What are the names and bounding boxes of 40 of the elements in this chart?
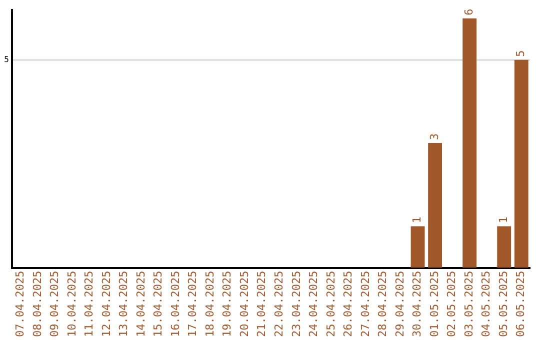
x-tick-label: 08.04.2025 <box>30 270 44 338</box>
x-tick-label: 20.04.2025 <box>238 270 251 338</box>
bar <box>462 18 477 268</box>
x-tick-label: 23.04.2025 <box>290 270 303 338</box>
x-tick-label: 22.04.2025 <box>272 270 286 338</box>
x-tick-label: 09.04.2025 <box>48 270 62 338</box>
x-tick-label: 28.04.2025 <box>376 270 390 338</box>
x-tick-label: 30.04.2025 <box>410 270 424 338</box>
x-tick-label: 24.04.2025 <box>307 270 320 338</box>
x-tick-label: 07.04.2025 <box>13 270 26 338</box>
data-label: 1 <box>496 216 510 224</box>
x-tick-label: 10.04.2025 <box>65 270 78 338</box>
bar <box>514 60 528 268</box>
x-tick-label: 01.05.2025 <box>428 270 441 338</box>
bar <box>428 143 442 268</box>
x-tick-label: 16.04.2025 <box>168 270 182 338</box>
x-tick-label: 02.05.2025 <box>445 270 458 338</box>
x-tick-label: 27.04.2025 <box>358 270 372 338</box>
x-tick-label: 19.04.2025 <box>220 270 234 338</box>
bar <box>410 226 425 268</box>
x-tick-label: 26.04.2025 <box>342 270 355 338</box>
x-tick-label: 06.05.2025 <box>514 270 528 338</box>
x-tick-label: 13.04.2025 <box>117 270 130 338</box>
x-tick-label: 03.05.2025 <box>462 270 476 338</box>
x-tick-label: 05.05.2025 <box>496 270 510 338</box>
x-tick-label: 18.04.2025 <box>203 270 216 338</box>
bar <box>497 226 512 268</box>
x-tick-label: 11.04.2025 <box>82 270 96 338</box>
data-label: 6 <box>462 8 476 16</box>
data-label: 5 <box>514 50 528 57</box>
x-tick-label: 14.04.2025 <box>134 270 148 338</box>
x-tick-label: 12.04.2025 <box>100 270 113 338</box>
data-label: 1 <box>410 216 424 224</box>
x-tick-label: 04.05.2025 <box>480 270 493 338</box>
data-label: 3 <box>428 133 441 140</box>
x-tick-label: 21.04.2025 <box>255 270 268 338</box>
x-tick-label: 29.04.2025 <box>393 270 406 338</box>
x-tick-label: 15.04.2025 <box>152 270 165 338</box>
x-tick-label: 17.04.2025 <box>186 270 200 338</box>
x-tick-label: 25.04.2025 <box>324 270 338 338</box>
